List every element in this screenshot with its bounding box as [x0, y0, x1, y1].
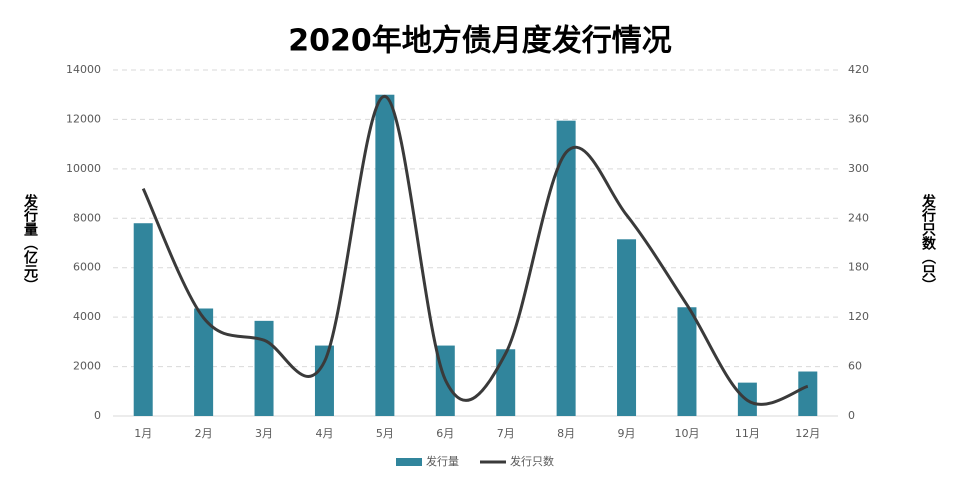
- y-tick-label: 2000: [73, 360, 101, 373]
- y2-tick-label: 120: [848, 310, 869, 323]
- x-tick-label: 1月: [134, 427, 152, 440]
- x-tick-label: 11月: [735, 427, 760, 440]
- x-tick-label: 2月: [195, 427, 213, 440]
- bar: [375, 94, 395, 416]
- bar: [617, 239, 637, 416]
- y2-tick-label: 180: [848, 261, 869, 274]
- y2-tick-label: 240: [848, 211, 869, 224]
- y-tick-label: 12000: [66, 112, 101, 125]
- bar: [254, 320, 274, 416]
- y-axis-title: 发行量（亿元）: [22, 193, 39, 292]
- y2-tick-label: 300: [848, 162, 869, 175]
- y-tick-label: 6000: [73, 261, 101, 274]
- bar: [194, 308, 214, 416]
- x-tick-label: 8月: [557, 427, 575, 440]
- x-tick-label: 4月: [315, 427, 333, 440]
- y-tick-label: 4000: [73, 310, 101, 323]
- y2-tick-label: 0: [848, 409, 855, 422]
- x-tick-label: 12月: [795, 427, 820, 440]
- x-tick-label: 7月: [497, 427, 515, 440]
- x-tick-label: 10月: [674, 427, 699, 440]
- bar: [677, 307, 697, 416]
- x-tick-label: 3月: [255, 427, 273, 440]
- bar: [556, 120, 576, 417]
- y2-tick-label: 60: [848, 360, 862, 373]
- bar: [798, 371, 818, 416]
- bar: [314, 345, 334, 416]
- y-tick-label: 10000: [66, 162, 101, 175]
- y2-tick-label: 420: [848, 63, 869, 76]
- x-tick-label: 9月: [618, 427, 636, 440]
- bar: [133, 223, 153, 416]
- y-tick-label: 0: [94, 409, 101, 422]
- chart-title: 2020年地方债月度发行情况: [288, 24, 672, 59]
- y2-axis-title: 发行只数（只）: [920, 193, 937, 292]
- legend-label: 发行量: [426, 454, 459, 468]
- y-tick-label: 8000: [73, 211, 101, 224]
- x-tick-label: 5月: [376, 427, 394, 440]
- legend-label: 发行只数: [510, 454, 554, 468]
- y-tick-label: 14000: [66, 63, 101, 76]
- legend-swatch: [396, 458, 422, 466]
- x-tick-label: 6月: [436, 427, 454, 440]
- y2-tick-label: 360: [848, 112, 869, 125]
- bar: [496, 349, 516, 416]
- line: [141, 94, 809, 406]
